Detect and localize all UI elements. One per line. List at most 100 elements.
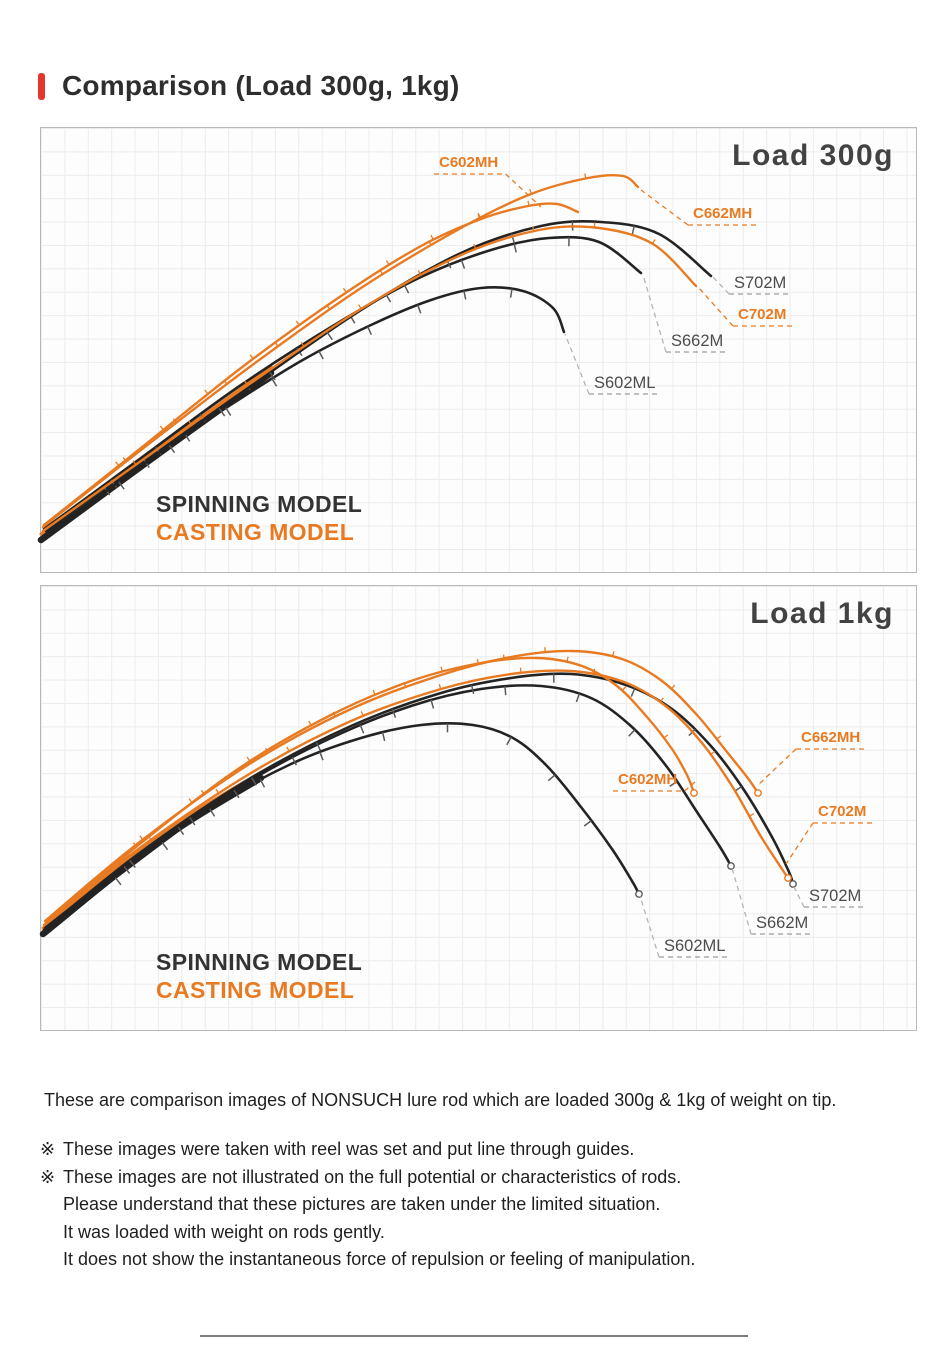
rod-label-s662m: S662M xyxy=(671,332,724,350)
rod-guide-tick xyxy=(360,710,364,717)
rod-guide-tick xyxy=(184,433,191,442)
rod-guide-tick xyxy=(244,380,249,386)
rod-guide-tick xyxy=(123,865,131,875)
rod-tip-ring xyxy=(784,874,792,882)
rod-curve-c702m xyxy=(42,669,790,927)
rod-guide-tick xyxy=(200,789,205,795)
label-leader-s702m xyxy=(711,275,730,295)
rod-guide-tick xyxy=(319,751,324,761)
rod-guide-tick xyxy=(225,407,232,416)
rod-guide-tick xyxy=(122,457,127,462)
note-line: Please understand that these pictures ar… xyxy=(40,1191,695,1219)
rod-guide-tick xyxy=(477,212,481,218)
rod-guide-tick xyxy=(161,842,169,851)
rod-guide-tick xyxy=(430,234,434,240)
rod-curve-s662m xyxy=(43,684,733,930)
rod-guide-tick xyxy=(318,350,324,360)
chart-title-load-1kg: Load 1kg xyxy=(750,597,894,630)
rod-label-c662mh: C662MH xyxy=(693,205,753,222)
rod-guide-tick xyxy=(504,686,507,696)
rod-guide-tick xyxy=(748,813,755,817)
note-line: ※ These images are not illustrated on th… xyxy=(40,1164,695,1192)
rod-guide-tick xyxy=(204,389,209,395)
rod-tip-ring xyxy=(635,890,643,898)
rod-label-s602ml: S602ML xyxy=(594,374,656,392)
rod-guide-tick xyxy=(359,724,365,734)
rod-guide-tick xyxy=(315,741,322,751)
rod-guide-tick xyxy=(593,222,596,228)
rod-guide-tick xyxy=(417,270,422,276)
label-leader-s662m xyxy=(731,867,752,935)
rod-guide-tick xyxy=(513,243,517,253)
note-text: It does not show the instantaneous force… xyxy=(63,1249,696,1269)
note-text: Please understand that these pictures ar… xyxy=(63,1194,661,1214)
rod-guide-tick xyxy=(463,290,467,300)
legend-spinning-model: SPINNING MODEL xyxy=(156,491,363,517)
rod-guide-tick xyxy=(172,418,177,423)
rod-guide-tick xyxy=(264,747,269,753)
label-leader-s602ml xyxy=(639,895,660,958)
rod-guide-tick xyxy=(547,774,556,782)
notes-block: ※ These images were taken with reel was … xyxy=(40,1136,695,1274)
rod-tip-ring xyxy=(789,880,797,888)
chart-title-load-300g: Load 300g xyxy=(732,139,894,172)
rod-guide-tick xyxy=(291,756,298,766)
rod-label-c602mh: C602MH xyxy=(618,771,678,788)
rod-guide-tick xyxy=(460,259,466,269)
label-leader-c602mh xyxy=(684,781,696,792)
rod-butt-bundle-spinning xyxy=(39,774,265,938)
rod-guide-tick xyxy=(246,756,251,762)
rod-guide-tick xyxy=(566,656,569,662)
chart-panel-load-300g: Load 300g SPINNING MODEL CASTING MODEL C… xyxy=(37,127,917,573)
rod-guide-tick xyxy=(295,320,300,326)
rod-guide-tick xyxy=(628,729,636,737)
rod-curve-c662mh xyxy=(41,173,640,529)
rod-guide-tick xyxy=(251,777,257,786)
label-leader-s702m xyxy=(793,886,805,908)
label-leader-s662m xyxy=(642,274,667,353)
chart-panel-load-1kg: Load 1kg SPINNING MODEL CASTING MODEL C6… xyxy=(39,585,917,1031)
rod-guide-tick xyxy=(139,835,144,840)
rod-guide-tick xyxy=(209,808,216,817)
rod-guide-tick xyxy=(223,379,228,385)
note-text: These images are not illustrated on the … xyxy=(63,1166,682,1187)
rod-guide-tick xyxy=(621,686,627,691)
rod-guide-tick xyxy=(115,461,120,467)
legend-spinning-model: SPINNING MODEL xyxy=(156,949,363,975)
rod-guide-tick xyxy=(259,779,266,788)
rod-guide-tick xyxy=(233,789,240,799)
rod-guide-tick xyxy=(300,341,305,347)
intro-text: These are comparison images of NONSUCH l… xyxy=(44,1090,837,1110)
rod-guide-tick xyxy=(269,372,276,381)
legend-casting-model: CASTING MODEL xyxy=(156,519,355,545)
rod-guide-tick xyxy=(529,188,533,195)
rod-guide-tick xyxy=(286,746,290,752)
page-title: Comparison (Load 300g, 1kg) xyxy=(62,70,460,101)
label-leader-c662mh xyxy=(756,748,797,787)
page-header: Comparison (Load 300g, 1kg) xyxy=(38,70,459,102)
rod-guide-tick xyxy=(188,420,193,426)
rod-label-s702m: S702M xyxy=(809,887,862,905)
label-leader-s602ml xyxy=(564,333,590,395)
rod-guide-tick xyxy=(584,173,587,179)
rod-guide-tick xyxy=(249,354,254,360)
rod-guide-tick xyxy=(159,425,164,431)
note-marker: ※ xyxy=(40,1166,56,1187)
rod-curves-canvas-1kg xyxy=(39,647,875,958)
rod-guide-tick xyxy=(631,225,635,235)
rod-guide-tick xyxy=(659,697,664,703)
rod-guide-tick xyxy=(476,659,480,665)
rod-guide-tick xyxy=(372,689,376,695)
rod-guide-tick xyxy=(532,226,535,232)
rod-guide-tick xyxy=(391,708,397,718)
rod-guide-tick xyxy=(440,666,443,672)
rod-guide-tick xyxy=(385,294,392,303)
rod-curve-s662m xyxy=(42,235,643,531)
note-line: ※ These images were taken with reel was … xyxy=(40,1136,695,1164)
rod-guide-tick xyxy=(385,260,390,266)
rod-label-c702m: C702M xyxy=(818,803,867,820)
rod-curve-s702m xyxy=(42,672,795,932)
rod-guide-tick xyxy=(669,780,678,788)
rod-tip-ring xyxy=(690,789,698,797)
